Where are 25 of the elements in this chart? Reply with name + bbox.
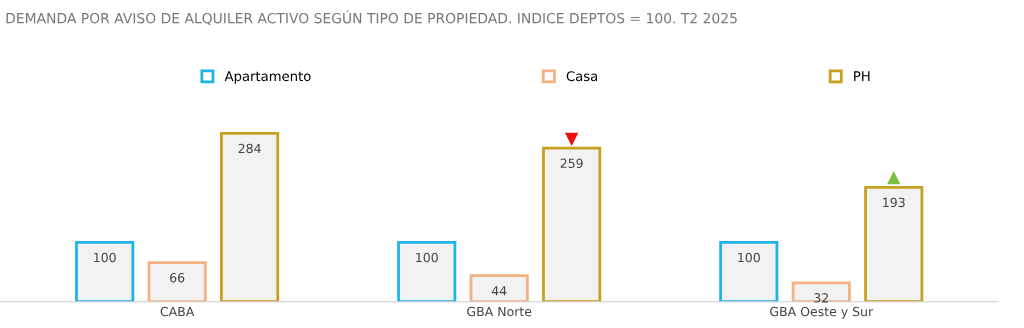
legend-label: PH [854,71,870,81]
bar [719,241,779,302]
bar [220,132,280,302]
data-label: 66 [170,272,185,283]
legend-label: Casa [566,71,598,82]
bar [791,281,851,302]
bar [147,261,207,302]
data-label: 32 [814,293,828,303]
x-tick-label: GBA Oeste y Sur [770,306,874,319]
chart-title: DEMANDA POR AVISO DE ALQUILER ACTIVO SEGÚN TIPO DE PROPIEDAD. INDICE DEPTOS = 100. T2 2025 [6,10,737,26]
x-tick-label: CABA [160,306,195,317]
bar [469,274,529,302]
data-label: 100 [94,252,116,263]
data-label: 100 [416,252,438,263]
data-label: 259 [560,158,583,168]
data-label: 100 [738,252,760,263]
data-label: 284 [238,143,261,154]
bar [864,185,924,302]
data-label: 193 [883,197,905,208]
legend-label: Apartamento [224,71,311,84]
bar [542,146,602,302]
x-tick-label: GBA Norte [467,306,532,317]
data-label: 44 [491,286,507,296]
bar [75,241,135,302]
bar [397,241,457,302]
